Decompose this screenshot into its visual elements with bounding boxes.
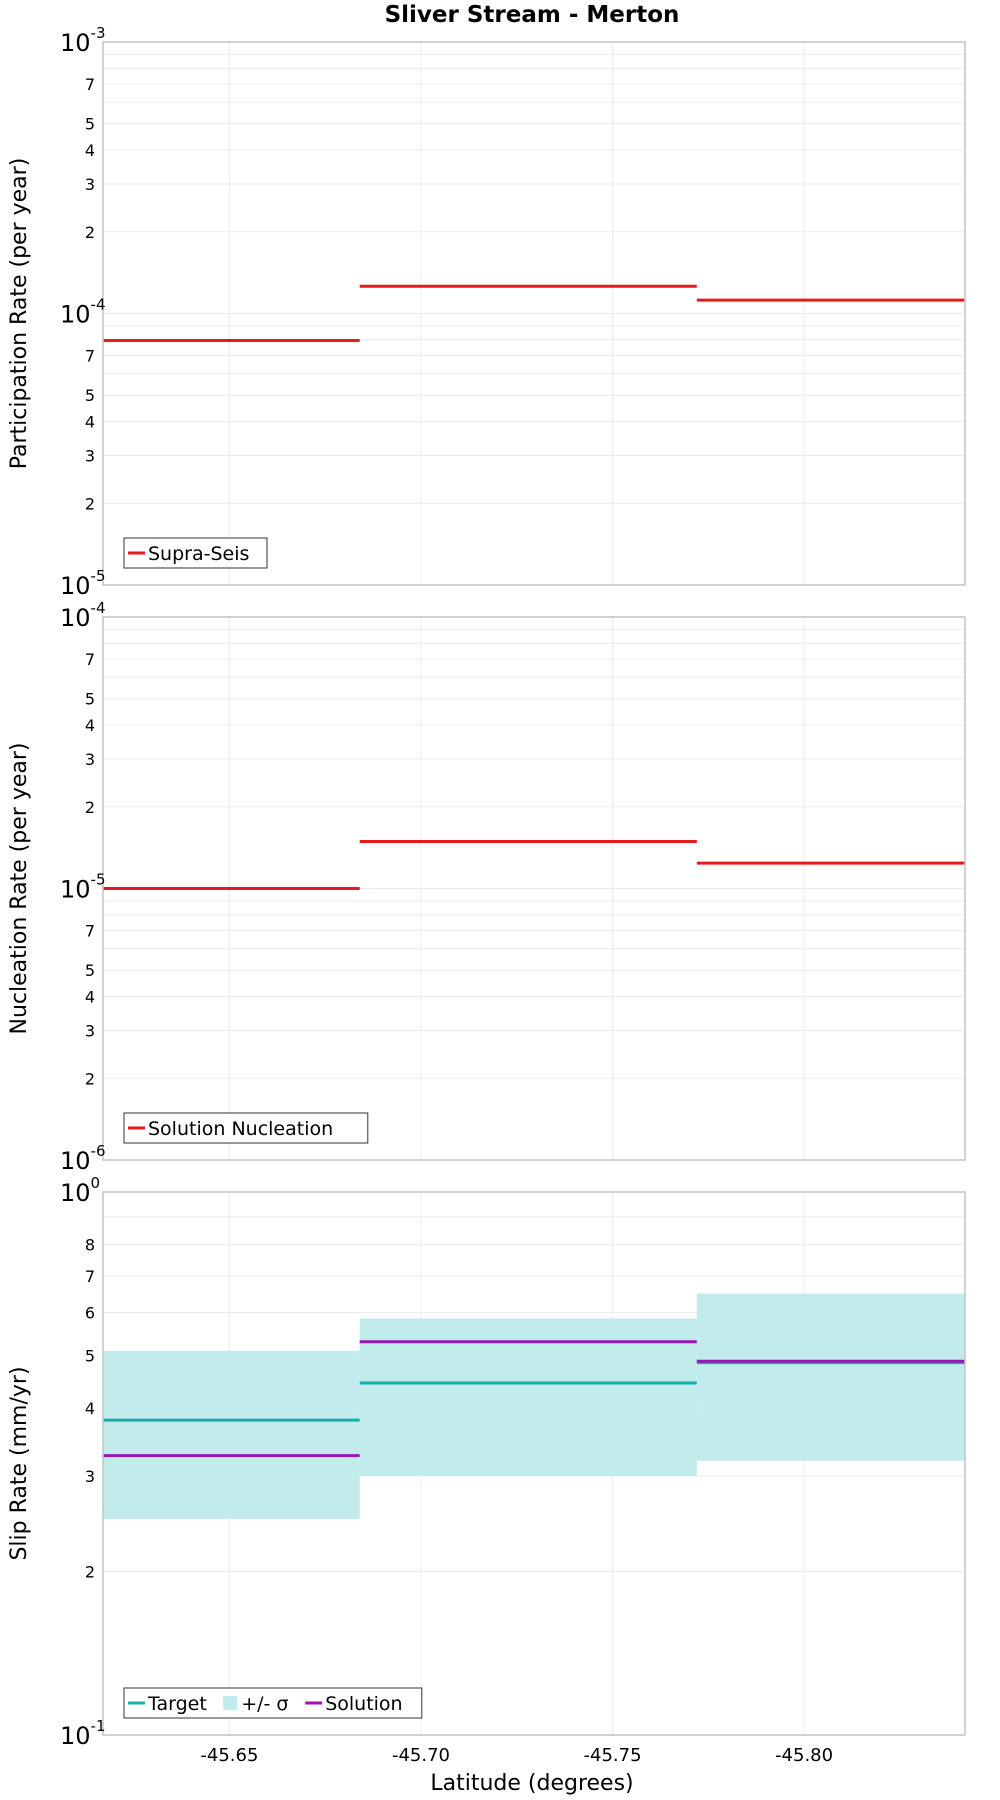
y-minor-tick-label: 5 — [85, 386, 95, 405]
y-major-tick-label: 10-4 — [60, 599, 106, 632]
x-axis-label: Latitude (degrees) — [430, 1771, 633, 1796]
panel-3: 100 10-1 8 7 6 5 4 3 2 Slip Rate (mm/yr) Target +/-… — [7, 1174, 966, 1750]
y-major-tick-label: 10-3 — [60, 24, 106, 57]
x-gridlines — [228, 42, 805, 585]
y-axis-label: Slip Rate (mm/yr) — [7, 1366, 32, 1560]
sigma-band-segment — [696, 1293, 965, 1461]
y-major-tick-label: 10-1 — [60, 1717, 106, 1750]
x-tick-labels: -45.65 -45.70 -45.75 -45.80 — [200, 1745, 833, 1766]
y-major-tick-label: 10-4 — [60, 296, 106, 329]
legend-box — [123, 1687, 423, 1719]
y-minor-tick-label: 2 — [85, 494, 95, 513]
y-axis-label: Participation Rate (per year) — [7, 158, 32, 470]
y-minor-tick-label: 3 — [85, 175, 95, 194]
y-axis-label: Nucleation Rate (per year) — [7, 743, 32, 1035]
y-major-tick-label: 10-6 — [60, 1142, 106, 1175]
y-minor-tick-label: 5 — [85, 690, 95, 709]
band-+/- σ — [103, 1293, 965, 1519]
panel-2: 10-4 10-5 10-6 7 5 4 3 2 7 5 4 3 2 Nucleation Rate (p… — [7, 599, 966, 1175]
panel-1: 10-3 10-4 10-5 7 5 4 3 2 7 5 4 3 2 Participation Rate… — [7, 24, 966, 600]
y-minor-tick-label: 4 — [85, 413, 95, 432]
series-solution — [103, 1340, 965, 1458]
x-tick-label: -45.75 — [584, 1745, 642, 1766]
y-minor-tick-label: 6 — [85, 1303, 95, 1322]
y-minor-tick-label: 3 — [85, 1021, 95, 1040]
y-minor-tick-label: 4 — [85, 1399, 95, 1418]
y-minor-tick-label: 7 — [85, 347, 95, 366]
y-major-tick-label: 100 — [60, 1174, 100, 1207]
y-minor-tick-label: 4 — [85, 141, 95, 160]
legend: Solution Nucleation — [123, 1112, 369, 1144]
legend-box — [123, 1112, 369, 1144]
sigma-band-segment — [359, 1318, 697, 1476]
legend-label: Supra-Seis — [148, 543, 249, 565]
y-minor-tick-label: 7 — [85, 1267, 95, 1286]
y-minor-tick-label: 3 — [85, 1467, 95, 1486]
y-minor-tick-label: 4 — [85, 716, 95, 735]
x-tick-label: -45.70 — [392, 1745, 450, 1766]
y-minor-tick-label: 5 — [85, 1346, 95, 1365]
plot-frame — [102, 1191, 966, 1736]
legend: Supra-Seis — [123, 537, 268, 569]
chart-title: Sliver Stream - Merton — [385, 2, 680, 28]
legend-label: Solution — [325, 1693, 402, 1715]
plot-frame — [102, 616, 966, 1161]
legend: Target +/- σ Solution — [123, 1687, 423, 1719]
y-minor-tick-label: 2 — [85, 1563, 95, 1582]
series-solution-nucleation — [103, 839, 965, 890]
y-minor-tick-label: 8 — [85, 1236, 95, 1255]
legend-box — [123, 537, 268, 569]
y-minor-tick-label: 2 — [85, 1069, 95, 1088]
legend-label: Target — [147, 1693, 207, 1715]
legend-label: +/- σ — [241, 1693, 288, 1715]
y-minor-tick-label: 5 — [85, 115, 95, 134]
y-gridlines — [103, 628, 965, 1161]
legend-label: Solution Nucleation — [148, 1118, 333, 1140]
legend-swatch — [223, 1696, 238, 1710]
y-minor-tick-label: 3 — [85, 446, 95, 465]
y-major-tick-label: 10-5 — [60, 871, 106, 904]
y-minor-tick-label: 7 — [85, 922, 95, 941]
x-tick-label: -45.65 — [200, 1745, 258, 1766]
y-minor-tick-label: 7 — [85, 75, 95, 94]
y-minor-tick-label: 4 — [85, 988, 95, 1007]
y-gridlines — [103, 53, 965, 586]
x-tick-label: -45.80 — [775, 1745, 833, 1766]
plot-frame — [102, 41, 966, 586]
series-supra-seis — [103, 284, 965, 343]
sigma-band-segment — [103, 1350, 360, 1519]
y-minor-tick-label: 3 — [85, 750, 95, 769]
y-minor-tick-label: 2 — [85, 223, 95, 242]
y-major-tick-label: 10-5 — [60, 567, 106, 600]
y-minor-tick-label: 7 — [85, 650, 95, 669]
y-minor-tick-label: 5 — [85, 961, 95, 980]
y-minor-tick-label: 2 — [85, 798, 95, 817]
